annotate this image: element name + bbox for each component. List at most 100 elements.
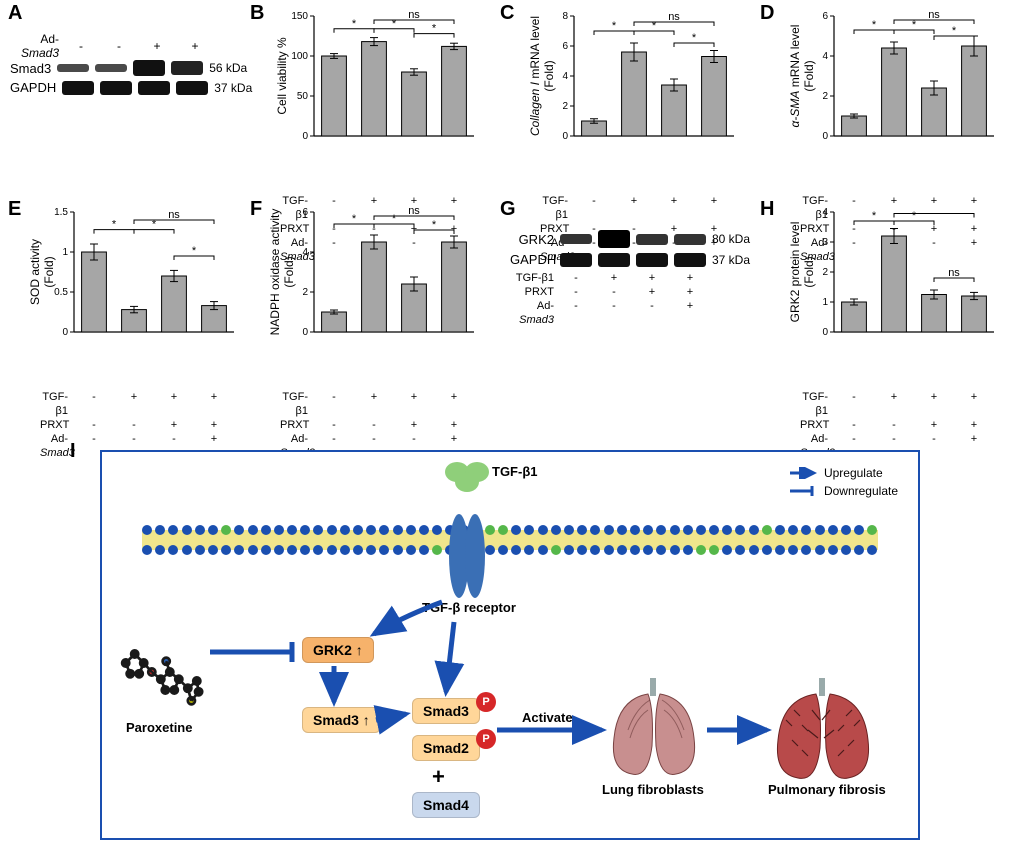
panel-label-e: E <box>8 198 21 221</box>
cond-value: + <box>636 271 668 285</box>
blot-band <box>560 234 592 244</box>
cond-row-label: TGF-β1 <box>800 390 834 418</box>
panel-a-cond-val: + <box>141 39 173 53</box>
y-axis-label: SOD activity(Fold) <box>28 239 56 305</box>
cond-value: - <box>834 390 874 418</box>
cond-row-label: Ad-Smad3 <box>40 432 74 460</box>
cond-value: + <box>394 418 434 432</box>
bar-chart-svg: 02468***ns <box>540 12 740 192</box>
cond-value: - <box>314 390 354 418</box>
panel-f-bar-chart: 0246***nsTGF-β1-+++PRXT--++Ad-Smad3---+N… <box>280 208 480 388</box>
cond-row-label: Ad-Smad3 <box>510 299 560 327</box>
cond-value: - <box>354 418 394 432</box>
cond-value: + <box>194 390 234 418</box>
cond-value: + <box>194 418 234 432</box>
svg-text:4: 4 <box>822 51 828 62</box>
svg-text:1: 1 <box>822 297 828 308</box>
svg-text:*: * <box>872 210 877 222</box>
svg-text:*: * <box>692 32 697 44</box>
cond-value: + <box>154 418 194 432</box>
svg-text:6: 6 <box>302 208 308 218</box>
cond-row-label: PRXT <box>280 418 314 432</box>
panel-a-cond-val: + <box>179 39 211 53</box>
svg-text:6: 6 <box>562 41 568 52</box>
cond-value: + <box>434 418 474 432</box>
panel-label-c: C <box>500 2 514 25</box>
svg-text:ns: ns <box>168 209 180 221</box>
bar <box>322 312 347 332</box>
blot-band <box>560 253 592 267</box>
y-axis-label: Collagen I mRNA level(Fold) <box>528 16 556 136</box>
fibrosis-label: Pulmonary fibrosis <box>768 782 886 797</box>
bar <box>442 242 467 332</box>
blot-band <box>598 230 630 248</box>
svg-text:*: * <box>912 19 917 31</box>
cond-row-label: TGF-β1 <box>510 271 560 285</box>
bar <box>842 116 867 136</box>
blot-band <box>62 81 94 95</box>
blot-band <box>100 81 132 95</box>
y-axis-label: α-SMA mRNA level(Fold) <box>788 25 816 128</box>
cond-value: + <box>154 390 194 418</box>
bar-chart-svg: 01234**ns* <box>800 208 1000 388</box>
blot-band <box>95 64 127 72</box>
svg-text:*: * <box>192 245 197 257</box>
panel-c-bar-chart: 02468***nsTGF-β1-+++PRXT--++Ad-Smad3---+… <box>540 12 740 192</box>
svg-text:ns: ns <box>948 267 960 279</box>
blot-mw-label: 80 kDa <box>712 232 750 246</box>
cond-value: - <box>636 299 668 327</box>
cond-value: + <box>598 271 630 285</box>
svg-text:0: 0 <box>62 327 68 338</box>
bar-chart-svg: 00.511.5***ns <box>40 208 240 388</box>
panel-a-western-blot: Ad-Ad-Smad3Smad3 - - + + Smad356 kDaGAPD… <box>10 30 230 140</box>
bar <box>882 236 907 332</box>
bar <box>702 57 727 137</box>
blot-row: GAPDH37 kDa <box>10 80 230 95</box>
blot-band <box>133 60 165 76</box>
blot-row-label: GAPDH <box>510 252 560 267</box>
lung-label: Lung fibroblasts <box>602 782 704 797</box>
blot-band <box>138 81 170 95</box>
svg-text:0: 0 <box>822 131 828 142</box>
blot-mw-label: 56 kDa <box>209 61 247 75</box>
bar-chart-svg: 050100150***ns <box>280 12 480 192</box>
cond-row-label: TGF-β1 <box>40 390 74 418</box>
y-axis-label: NADPH oxidase activity(Fold) <box>268 209 296 336</box>
blot-mw-label: 37 kDa <box>712 253 750 267</box>
svg-text:*: * <box>112 219 117 231</box>
cond-value: + <box>674 271 706 285</box>
bar <box>362 42 387 136</box>
cond-value: + <box>874 390 914 418</box>
cond-row-label: PRXT <box>40 418 74 432</box>
bar <box>82 252 107 332</box>
cond-value: + <box>674 285 706 299</box>
panel-b-bar-chart: 050100150***nsTGF-β1-+++PRXT--++Ad-Smad3… <box>280 12 480 192</box>
bar <box>962 296 987 332</box>
svg-text:8: 8 <box>562 12 568 22</box>
blot-mw-label: 37 kDa <box>214 81 252 95</box>
cond-value: + <box>954 418 994 432</box>
blot-band <box>674 253 706 267</box>
svg-text:*: * <box>952 25 957 37</box>
svg-text:ns: ns <box>928 12 940 21</box>
panel-label-d: D <box>760 2 774 25</box>
blot-row: Smad356 kDa <box>10 60 230 76</box>
cond-value: - <box>834 418 874 432</box>
cond-row-label: PRXT <box>510 285 560 299</box>
panel-label-a: A <box>8 2 22 25</box>
bar <box>622 52 647 136</box>
svg-text:150: 150 <box>291 12 308 22</box>
cond-value: + <box>434 390 474 418</box>
panel-h-bar-chart: 01234**ns*TGF-β1-+++PRXT--++Ad-Smad3---+… <box>800 208 1000 388</box>
bar <box>402 72 427 136</box>
cond-value: + <box>954 390 994 418</box>
svg-text:*: * <box>932 208 937 215</box>
svg-text:*: * <box>352 18 357 30</box>
panel-e-bar-chart: 00.511.5***nsTGF-β1-+++PRXT--++Ad-Smad3-… <box>40 208 240 388</box>
cond-row-label: TGF-β1 <box>280 390 314 418</box>
svg-text:*: * <box>612 20 617 32</box>
cond-value: + <box>914 390 954 418</box>
blot-row-label: GRK2 <box>510 232 560 247</box>
blot-band <box>674 234 706 245</box>
cond-value: - <box>74 390 114 418</box>
